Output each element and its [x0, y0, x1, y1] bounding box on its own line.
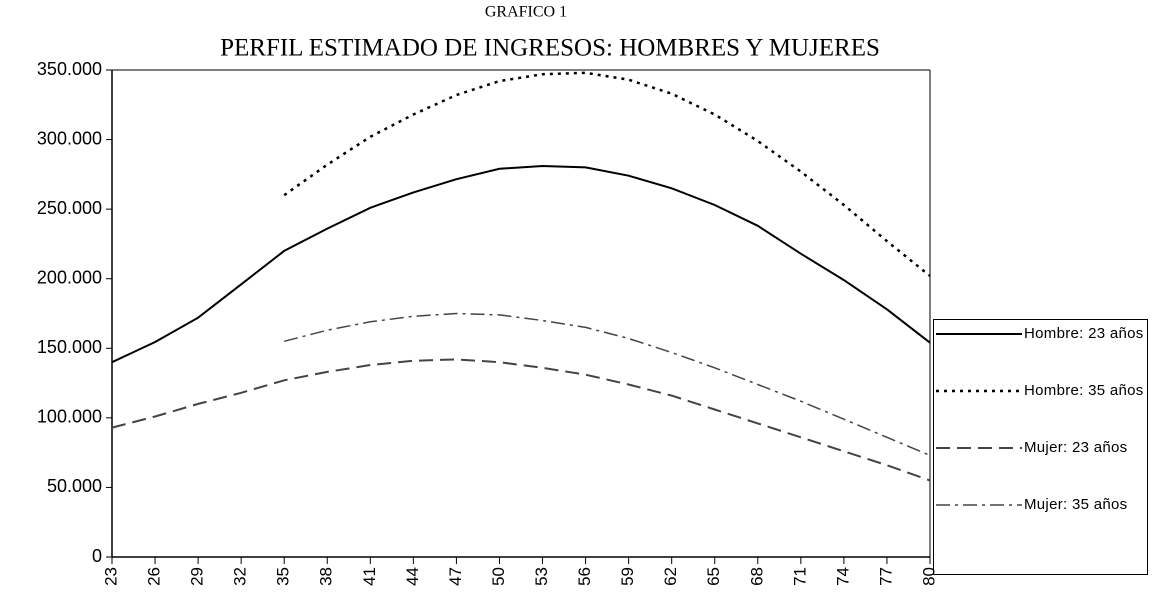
- y-tick-label: 0: [92, 546, 102, 566]
- x-tick-label: 47: [446, 567, 465, 586]
- y-tick-label: 250.000: [37, 198, 102, 218]
- x-tick-label: 23: [101, 567, 120, 586]
- series-line: [111, 358, 931, 482]
- chart-supertitle: GRAFICO 1: [485, 4, 567, 21]
- legend-label: Hombre: 23 años: [1024, 325, 1144, 342]
- legend-swatch: [936, 389, 1022, 393]
- x-tick-label: 41: [360, 567, 379, 586]
- x-tick-label: 68: [747, 567, 766, 586]
- series-line: [284, 312, 931, 457]
- legend-item: Mujer: 35 años: [934, 495, 1147, 552]
- x-tick-label: 38: [317, 567, 336, 586]
- legend-swatch: [936, 447, 1022, 449]
- x-tick-label: 71: [790, 567, 809, 586]
- x-tick-label: 56: [575, 567, 594, 586]
- x-tick-label: 32: [231, 567, 250, 586]
- x-tick-label: 74: [833, 567, 852, 586]
- x-tick-label: 50: [489, 567, 508, 586]
- legend-item: Mujer: 23 años: [934, 438, 1147, 495]
- x-tick-label: 77: [876, 567, 895, 586]
- series-line: [283, 71, 931, 277]
- x-tick-label: 29: [188, 567, 207, 586]
- chart-title: PERFIL ESTIMADO DE INGRESOS: HOMBRES Y M…: [220, 35, 880, 62]
- x-tick-label: 65: [704, 567, 723, 586]
- y-tick-label: 100.000: [37, 407, 102, 427]
- x-tick-label: 26: [145, 567, 164, 586]
- x-tick-label: 44: [403, 567, 422, 586]
- x-tick-label: 62: [661, 567, 680, 586]
- legend-label: Mujer: 35 años: [1024, 496, 1128, 513]
- x-tick-label: 35: [274, 567, 293, 586]
- legend-label: Hombre: 35 años: [1024, 382, 1144, 399]
- legend-item: Hombre: 35 años: [934, 381, 1147, 438]
- y-tick-label: 350.000: [37, 59, 102, 79]
- y-tick-label: 150.000: [37, 337, 102, 357]
- legend-swatch: [936, 333, 1022, 335]
- legend-label: Mujer: 23 años: [1024, 439, 1128, 456]
- x-tick-label: 53: [532, 567, 551, 586]
- x-tick-label: 59: [618, 567, 637, 586]
- legend-swatch: [936, 504, 1022, 506]
- y-tick-label: 50.000: [47, 476, 102, 496]
- legend-item: Hombre: 23 años: [934, 324, 1147, 381]
- legend: Hombre: 23 años Hombre: 35 años Mujer: 23 …: [933, 319, 1148, 575]
- series-line: [111, 164, 931, 364]
- y-tick-label: 300.000: [37, 128, 102, 148]
- y-tick-label: 200.000: [37, 267, 102, 287]
